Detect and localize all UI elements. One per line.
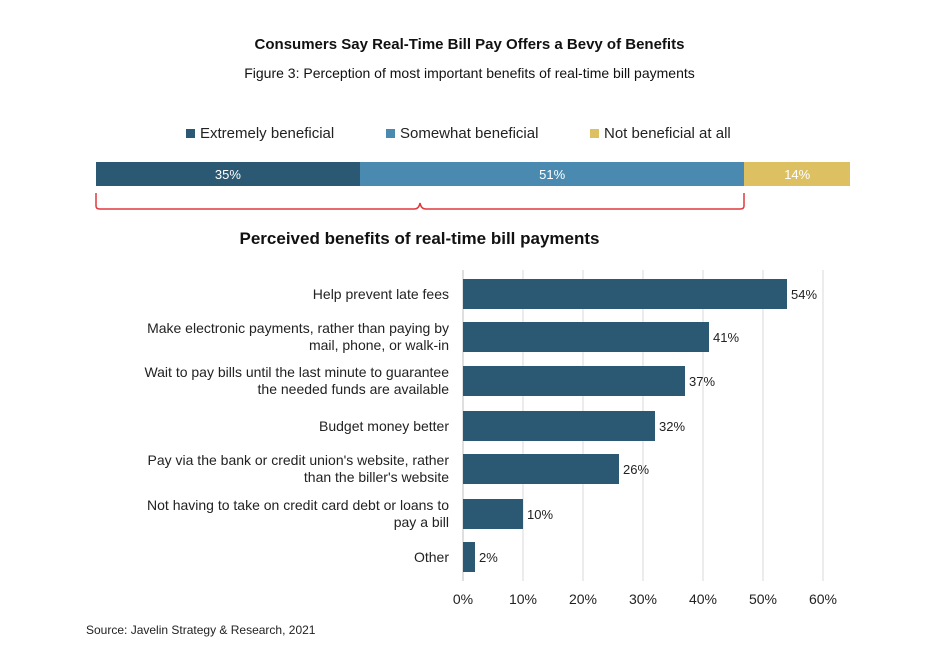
bar-value-label: 32% (659, 419, 685, 434)
category-label: Not having to take on credit card debt o… (69, 497, 449, 531)
category-label-line: than the biller's website (303, 469, 449, 485)
x-tick-label: 50% (749, 591, 777, 607)
benefit-bar (463, 542, 475, 572)
stack-segment-label: 14% (784, 166, 811, 182)
legend-item-somewhat: Somewhat beneficial (386, 125, 538, 142)
category-label: Make electronic payments, rather than pa… (69, 320, 449, 354)
category-label-line: Make electronic payments, rather than pa… (147, 320, 449, 336)
legend-label-not: Not beneficial at all (604, 125, 731, 142)
x-tick-label: 60% (809, 591, 837, 607)
brace-path (95, 193, 745, 210)
bar-value-label: 41% (713, 330, 739, 345)
stack-segment-label: 35% (214, 166, 241, 182)
bar-value-label: 26% (623, 462, 649, 477)
stack-segment-label: 51% (539, 166, 566, 182)
legend-item-extremely: Extremely beneficial (186, 125, 334, 142)
benefits-heading: Perceived benefits of real-time bill pay… (239, 229, 600, 248)
stack-segment-somewhat: 51% (359, 162, 745, 186)
category-label: Other (69, 549, 449, 566)
benefit-bar (463, 499, 523, 529)
stack-segment-extremely: 35% (96, 162, 360, 186)
category-label-line: Wait to pay bills until the last minute … (144, 364, 449, 380)
benefit-bar (463, 279, 787, 309)
stack-segment-not: 14% (744, 162, 850, 186)
bar-value-label: 54% (791, 287, 817, 302)
category-label-line: Not having to take on credit card debt o… (147, 497, 449, 513)
x-tick-label: 40% (689, 591, 717, 607)
chart-title: Consumers Say Real-Time Bill Pay Offers … (254, 36, 685, 53)
category-label-line: Help prevent late fees (312, 285, 449, 302)
benefit-bar (463, 454, 619, 484)
legend-swatch-not (590, 129, 599, 138)
chart-subtitle: Figure 3: Perception of most important b… (244, 65, 695, 81)
legend-swatch-extremely (186, 129, 195, 138)
category-label-line: Pay via the bank or credit union's websi… (147, 452, 450, 468)
legend-label-somewhat: Somewhat beneficial (400, 125, 539, 142)
brace-bracket (95, 193, 745, 210)
category-label-line: mail, phone, or walk-in (308, 337, 449, 353)
x-tick-label: 20% (569, 591, 597, 607)
source-note: Source: Javelin Strategy & Research, 202… (86, 623, 316, 637)
bar-value-label: 2% (479, 550, 498, 565)
category-label: Wait to pay bills until the last minute … (69, 364, 449, 398)
category-label: Help prevent late fees (69, 286, 449, 303)
benefit-bar (463, 411, 655, 441)
category-label-line: pay a bill (393, 514, 449, 530)
x-tick-label: 10% (509, 591, 537, 607)
benefit-bar (463, 322, 709, 352)
x-tick-label: 30% (629, 591, 657, 607)
category-label: Budget money better (69, 418, 449, 435)
legend-item-not: Not beneficial at all (590, 125, 731, 142)
stacked-bar: 35% 51% 14% (96, 162, 850, 186)
x-tick-label: 0% (453, 591, 473, 607)
category-label-line: the needed funds are available (257, 381, 449, 397)
category-label-line: Budget money better (319, 417, 449, 434)
bar-value-label: 37% (689, 374, 715, 389)
bar-value-label: 10% (527, 507, 553, 522)
legend-label-extremely: Extremely beneficial (200, 125, 335, 142)
category-label: Pay via the bank or credit union's websi… (69, 452, 450, 486)
benefit-bar (463, 366, 685, 396)
legend-swatch-somewhat (386, 129, 395, 138)
category-label-line: Other (413, 548, 449, 565)
